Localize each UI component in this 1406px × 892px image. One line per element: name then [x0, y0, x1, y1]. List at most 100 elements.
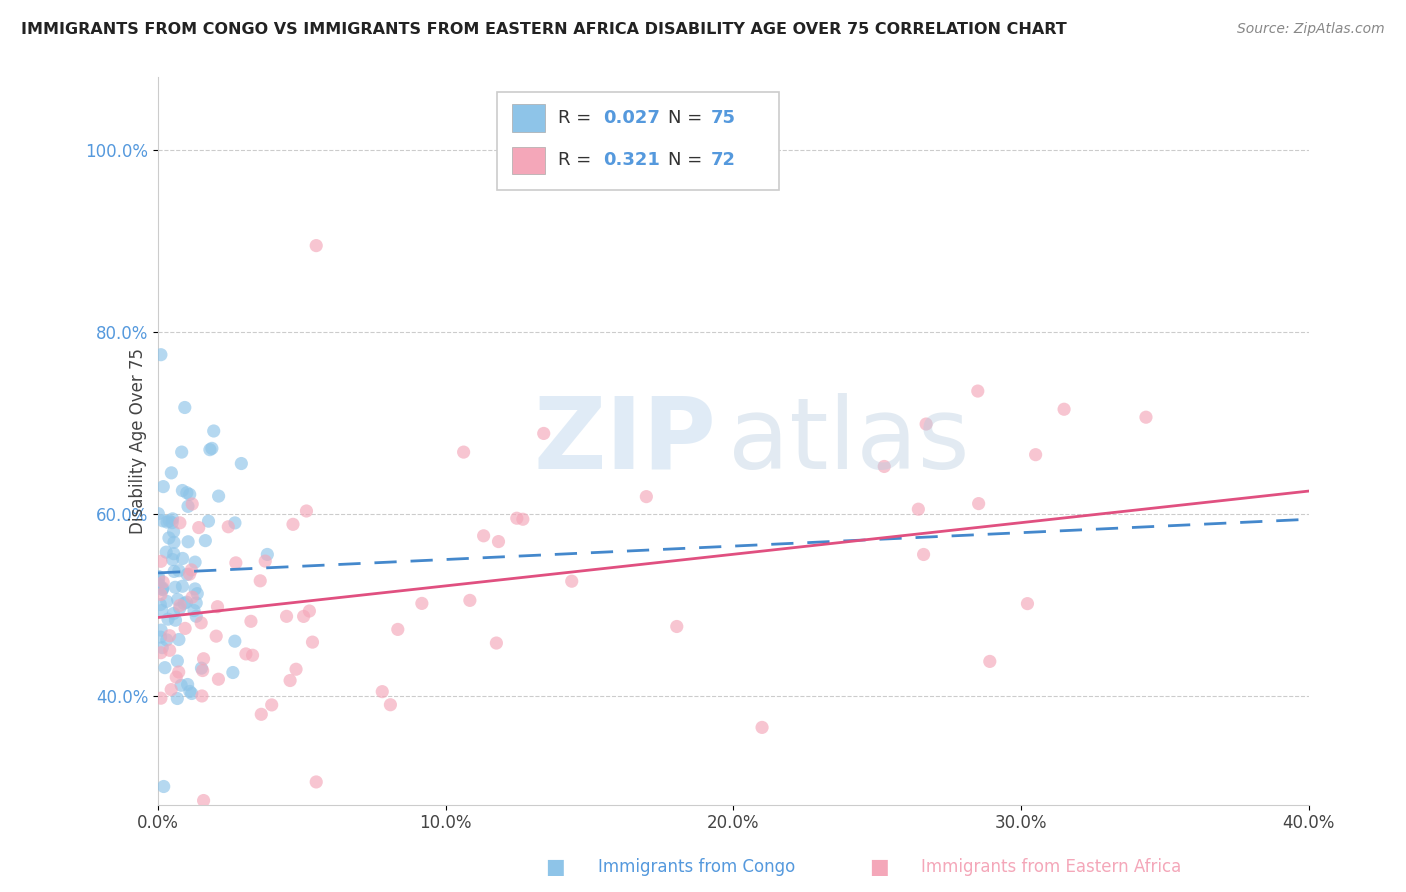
Point: [179, 487, 201, 501]
Point: [149, 554, 172, 568]
Point: [177, 500, 200, 514]
Point: [169, 516, 191, 530]
Point: [176, 595, 198, 609]
Point: [207, 599, 229, 614]
Point: [152, 581, 174, 595]
Point: [873, 459, 896, 474]
Point: [152, 575, 174, 590]
Point: [371, 684, 394, 698]
Point: [170, 678, 193, 692]
Point: [1053, 402, 1076, 417]
Point: [636, 490, 658, 504]
Point: [149, 630, 172, 644]
Point: [665, 619, 688, 633]
Point: [150, 603, 173, 617]
Text: N =: N =: [668, 109, 707, 128]
Point: [152, 582, 174, 597]
Point: [149, 691, 172, 706]
Point: [180, 563, 202, 577]
Y-axis label: Disability Age Over 75: Disability Age Over 75: [129, 348, 146, 534]
Text: R =: R =: [558, 152, 598, 169]
Text: ZIP: ZIP: [533, 392, 716, 490]
Point: [173, 401, 195, 415]
Point: [198, 442, 221, 457]
Point: [153, 660, 176, 674]
Point: [242, 648, 264, 663]
Point: [907, 502, 929, 516]
Point: [217, 520, 239, 534]
Point: [231, 457, 253, 471]
Point: [163, 535, 186, 549]
Point: [167, 564, 190, 578]
Point: [295, 504, 318, 518]
Point: [183, 604, 205, 618]
Point: [225, 556, 247, 570]
Point: [149, 598, 172, 612]
Point: [458, 593, 481, 607]
Point: [250, 707, 273, 722]
Point: [148, 577, 170, 591]
Point: [184, 555, 207, 569]
Point: [157, 514, 180, 528]
Point: [190, 615, 212, 630]
Point: [156, 612, 179, 626]
Point: [239, 615, 262, 629]
Point: [152, 780, 174, 794]
Text: Source: ZipAtlas.com: Source: ZipAtlas.com: [1237, 22, 1385, 37]
Point: [411, 596, 433, 610]
Point: [224, 634, 246, 648]
Point: [305, 775, 328, 789]
Text: Immigrants from Eastern Africa: Immigrants from Eastern Africa: [921, 858, 1181, 876]
Point: [167, 665, 190, 679]
Point: [276, 609, 298, 624]
Point: [179, 567, 201, 582]
Point: [205, 629, 228, 643]
Point: [191, 689, 214, 703]
Point: [170, 445, 193, 459]
Point: [967, 497, 990, 511]
Point: [187, 520, 209, 534]
Point: [506, 511, 529, 525]
Point: [172, 551, 194, 566]
Point: [979, 654, 1001, 668]
Point: [160, 466, 183, 480]
Point: [172, 579, 194, 593]
Point: [176, 485, 198, 500]
Point: [166, 691, 188, 706]
FancyBboxPatch shape: [498, 92, 779, 190]
Text: ■: ■: [869, 857, 889, 877]
Point: [152, 514, 174, 528]
Point: [149, 348, 172, 362]
Point: [163, 547, 186, 561]
Point: [224, 516, 246, 530]
Text: IMMIGRANTS FROM CONGO VS IMMIGRANTS FROM EASTERN AFRICA DISABILITY AGE OVER 75 C: IMMIGRANTS FROM CONGO VS IMMIGRANTS FROM…: [21, 22, 1067, 37]
Point: [155, 545, 177, 559]
Point: [180, 686, 202, 700]
Point: [163, 565, 186, 579]
Point: [966, 384, 988, 398]
Point: [1017, 597, 1039, 611]
Point: [166, 592, 188, 607]
Point: [193, 793, 215, 807]
Point: [160, 516, 183, 530]
Point: [148, 569, 170, 583]
Point: [162, 512, 184, 526]
Point: [169, 599, 191, 613]
Point: [149, 646, 172, 660]
Point: [149, 588, 172, 602]
Point: [150, 623, 173, 637]
Point: [181, 591, 204, 605]
Point: [150, 582, 173, 597]
Point: [485, 636, 508, 650]
Point: [281, 517, 304, 532]
Point: [176, 677, 198, 691]
Point: [152, 480, 174, 494]
Text: N =: N =: [668, 152, 707, 169]
Point: [162, 552, 184, 566]
Point: [256, 548, 278, 562]
Point: [156, 594, 179, 608]
Point: [162, 524, 184, 539]
FancyBboxPatch shape: [512, 104, 544, 132]
Point: [186, 609, 208, 624]
Point: [533, 426, 555, 441]
